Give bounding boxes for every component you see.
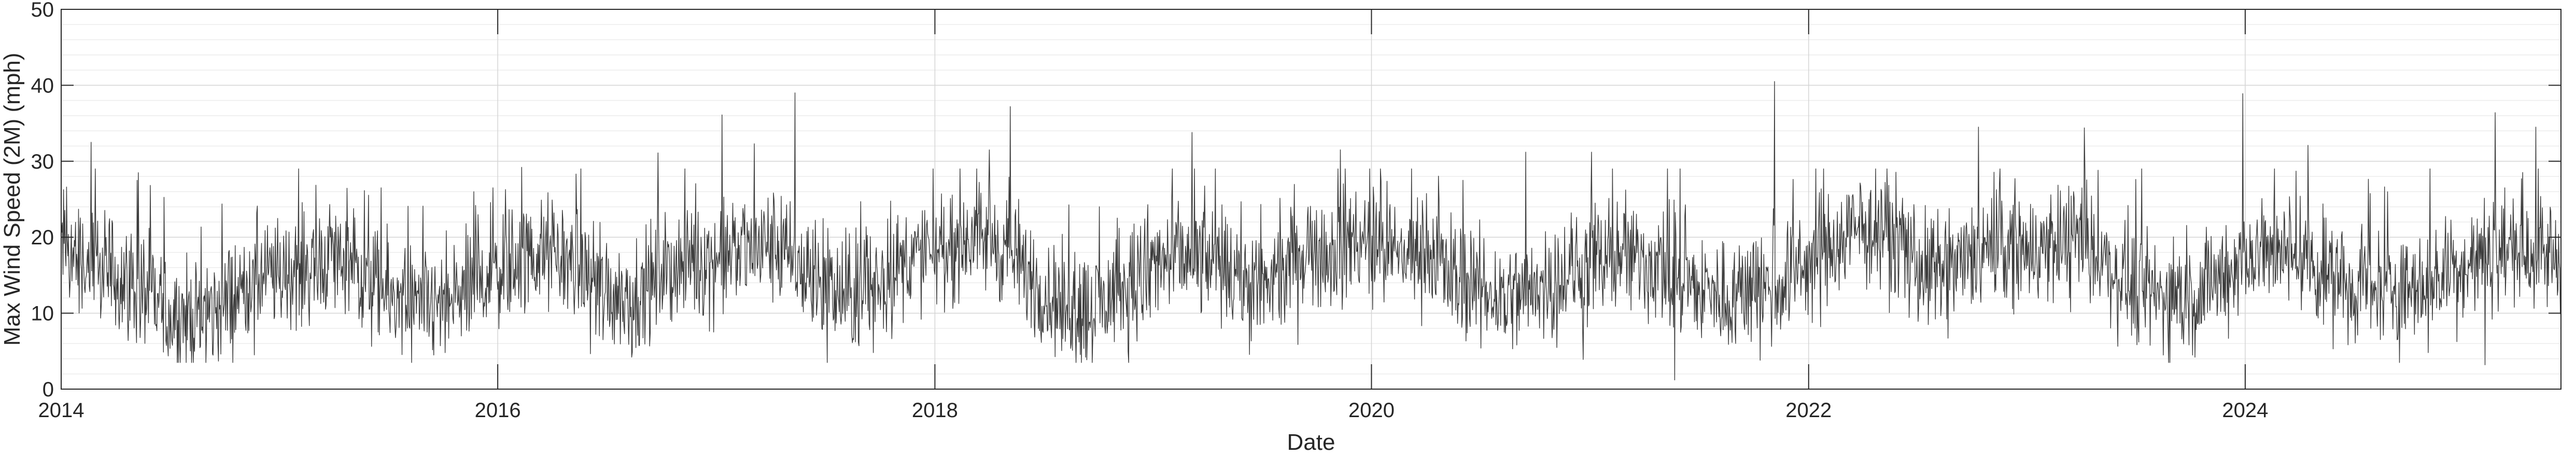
x-tick-label: 2022 bbox=[1785, 399, 1832, 422]
y-tick-label: 30 bbox=[31, 150, 54, 173]
y-tick-label: 40 bbox=[31, 74, 54, 97]
y-tick-label: 20 bbox=[31, 226, 54, 249]
x-tick-label: 2024 bbox=[2222, 399, 2268, 422]
y-tick-label: 50 bbox=[31, 0, 54, 21]
x-tick-label: 2014 bbox=[38, 399, 85, 422]
series-layer bbox=[61, 81, 2561, 381]
y-axis-title: Max Wind Speed (2M) (mph) bbox=[0, 53, 25, 346]
plot-background bbox=[61, 9, 2561, 389]
axis-ticks bbox=[61, 9, 2561, 390]
plot-frame bbox=[61, 9, 2561, 390]
y-tick-label: 0 bbox=[43, 378, 54, 401]
x-tick-label: 2016 bbox=[475, 399, 521, 422]
x-tick-labels: 2014 2016 2018 2020 2022 2024 bbox=[38, 399, 2269, 422]
x-axis-title: Date bbox=[1287, 430, 1335, 455]
x-tick-label: 2018 bbox=[912, 399, 958, 422]
y-tick-labels: 0 10 20 30 40 50 bbox=[31, 0, 54, 401]
series-line bbox=[61, 81, 2561, 381]
y-tick-label: 10 bbox=[31, 302, 54, 325]
x-tick-label: 2020 bbox=[1348, 399, 1395, 422]
